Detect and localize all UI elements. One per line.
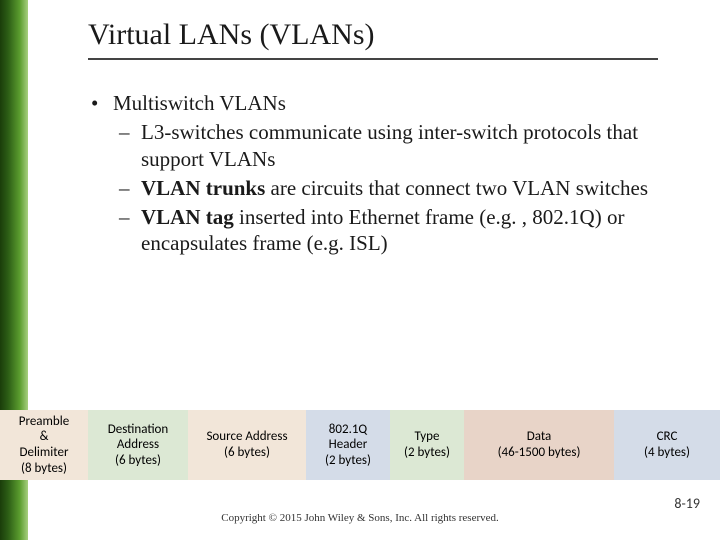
page-number: 8-19 (674, 495, 700, 512)
bullet-list: Multiswitch VLANs L3-switches communicat… (28, 60, 720, 257)
frame-field-line: (6 bytes) (224, 445, 270, 461)
ethernet-frame-diagram: Preamble&Delimiter(8 bytes)DestinationAd… (0, 410, 720, 480)
bullet-level2: L3-switches communicate using inter-swit… (141, 119, 680, 173)
bold-term: VLAN tag (141, 205, 234, 229)
frame-field-line: (6 bytes) (115, 453, 161, 469)
frame-field: Data(46-1500 bytes) (464, 410, 614, 480)
frame-field-line: & (40, 429, 49, 445)
frame-field: Source Address(6 bytes) (188, 410, 306, 480)
frame-field-line: Preamble (19, 414, 69, 430)
frame-field-line: Address (117, 437, 159, 453)
copyright-footer: Copyright © 2015 John Wiley & Sons, Inc.… (0, 512, 720, 524)
frame-field: Preamble&Delimiter(8 bytes) (0, 410, 88, 480)
frame-field-line: (4 bytes) (644, 445, 690, 461)
frame-field-line: (8 bytes) (21, 461, 67, 477)
frame-field-line: Source Address (206, 429, 287, 445)
frame-field-line: Delimiter (19, 445, 68, 461)
bullet-level2: VLAN tag inserted into Ethernet frame (e… (141, 204, 680, 258)
frame-field: CRC(4 bytes) (614, 410, 720, 480)
frame-field-line: (2 bytes) (404, 445, 450, 461)
frame-field: 802.1QHeader(2 bytes) (306, 410, 390, 480)
bullet-level1: Multiswitch VLANs (113, 90, 680, 117)
frame-field-line: 802.1Q (329, 422, 367, 438)
bold-term: VLAN trunks (141, 176, 265, 200)
bullet-text: are circuits that connect two VLAN switc… (265, 176, 648, 200)
frame-field-line: CRC (657, 429, 678, 445)
frame-field-line: (46-1500 bytes) (498, 445, 581, 461)
slide-title: Virtual LANs (VLANs) (28, 0, 720, 58)
bullet-level2: VLAN trunks are circuits that connect tw… (141, 175, 680, 202)
frame-field: DestinationAddress(6 bytes) (88, 410, 188, 480)
frame-field: Type(2 bytes) (390, 410, 464, 480)
frame-field-line: Data (527, 429, 552, 445)
frame-field-line: (2 bytes) (325, 453, 371, 469)
frame-field-line: Header (329, 437, 368, 453)
frame-field-line: Type (415, 429, 440, 445)
frame-field-line: Destination (108, 422, 169, 438)
